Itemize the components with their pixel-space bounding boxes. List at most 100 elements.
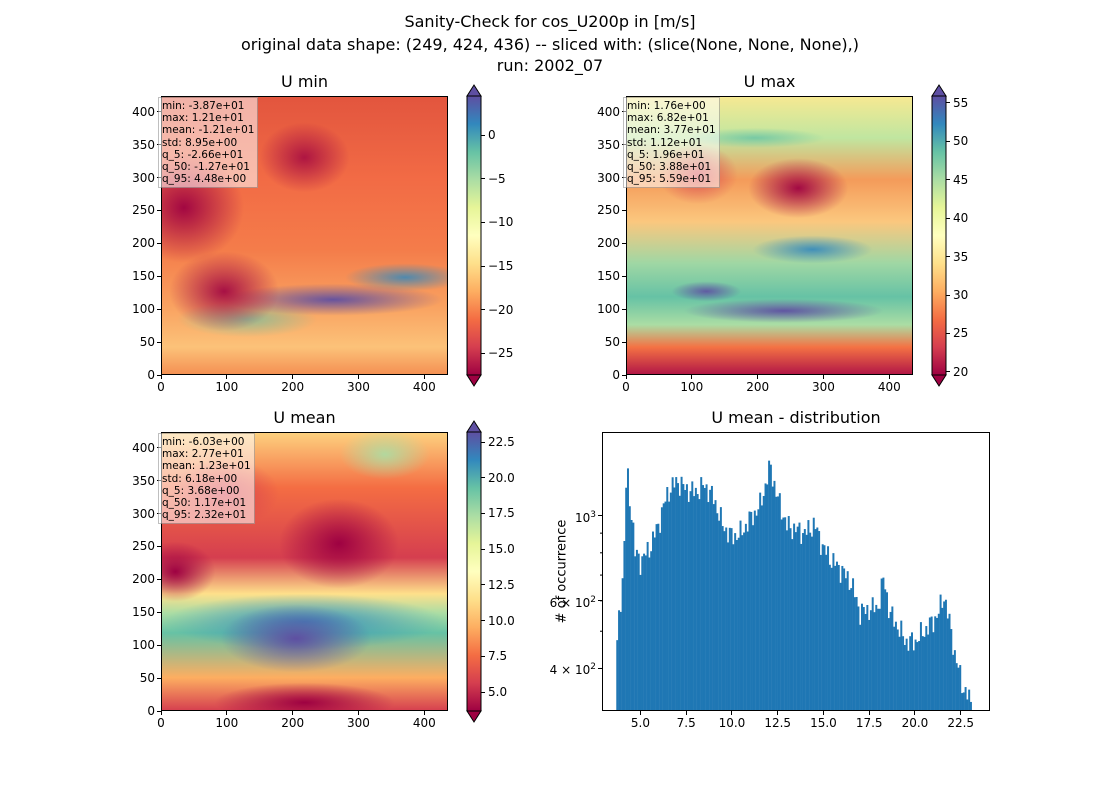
y-tick-mark — [622, 209, 626, 211]
histogram-bar — [839, 582, 842, 711]
x-tick-mark — [625, 375, 627, 379]
colorbar-tick-label: 20.0 — [488, 470, 515, 485]
histogram-bar — [923, 636, 926, 711]
histogram-bar — [691, 481, 694, 711]
y-tick-exponent: 3 — [590, 509, 596, 520]
y-tick-exponent: 2 — [590, 662, 596, 673]
y-tick-label: 50 — [604, 335, 620, 350]
x-tick-mark — [226, 375, 228, 379]
histogram-bar — [846, 571, 849, 711]
histogram-bar — [637, 553, 640, 711]
x-tick-mark — [357, 375, 359, 379]
colorbar-tick-label: 35 — [953, 249, 969, 264]
colorbar-tick-label: 45 — [953, 172, 969, 187]
histogram-bar — [780, 519, 783, 711]
histogram-bar — [755, 515, 758, 711]
histogram-bar — [698, 499, 701, 711]
x-tick-mark — [357, 711, 359, 715]
histogram-bar — [936, 617, 939, 711]
histogram-bar — [678, 495, 681, 711]
histogram-bar — [639, 574, 642, 711]
x-tick-label: 15.0 — [810, 716, 837, 730]
histogram-bar — [669, 492, 672, 711]
histogram-bar — [873, 612, 876, 711]
histogram-bar — [853, 597, 856, 711]
y-tick-mark — [157, 611, 161, 613]
histogram-bar — [728, 527, 731, 711]
histogram-bar — [939, 594, 942, 711]
colorbar-tick-label: 17.5 — [488, 506, 515, 521]
histogram-bar — [823, 545, 826, 711]
histogram-bar — [668, 501, 671, 711]
colorbar-extend-bottom — [466, 710, 482, 723]
histogram-bar — [953, 650, 956, 711]
panel-title: U mean - distribution — [711, 408, 881, 427]
histogram-bar — [802, 533, 805, 711]
x-tick-label: 0 — [157, 716, 165, 730]
stats-line: max: 2.77e+01 — [162, 448, 244, 461]
x-tick-mark — [914, 711, 916, 715]
histogram-bar — [623, 540, 626, 711]
x-tick-label: 100 — [680, 380, 704, 394]
y-tick-mark — [598, 667, 602, 669]
x-tick-mark — [822, 711, 824, 715]
colorbar-tick-mark — [481, 477, 485, 479]
histogram-bar — [864, 613, 867, 711]
histogram-bar — [869, 610, 872, 711]
stats-box: min: -3.87e+01 max: 1.21e+01 mean: -1.21e+… — [158, 97, 259, 189]
histogram-bar — [689, 491, 692, 711]
histogram-bar — [860, 603, 863, 711]
histogram-bar — [618, 610, 621, 711]
histogram-bar — [752, 525, 755, 711]
x-tick-label: 0 — [157, 380, 165, 394]
y-tick-mark — [598, 515, 602, 517]
y-tick-mark — [157, 644, 161, 646]
y-tick-label: 350 — [132, 473, 155, 488]
histogram-bar — [766, 484, 769, 711]
histogram-bar — [769, 464, 772, 711]
histogram-bar — [898, 636, 901, 711]
y-tick-label: 300 — [132, 506, 155, 521]
x-tick-mark — [685, 711, 687, 715]
y-tick-label: 200 — [597, 236, 620, 251]
histogram-bar — [782, 517, 785, 711]
colorbar-tick-label: 12.5 — [488, 577, 515, 592]
histogram-bar — [784, 517, 787, 711]
stats-box: min: 1.76e+00 max: 6.82e+01 mean: 3.77e+01… — [623, 97, 720, 189]
histogram-bar — [659, 532, 662, 711]
histogram-bar — [778, 493, 781, 711]
histogram-bar — [912, 650, 915, 711]
histogram-bar — [807, 520, 810, 711]
histogram-bar — [821, 544, 824, 711]
stats-line: q_50: 3.88e+01 — [627, 161, 712, 174]
colorbar-extend-top — [466, 84, 482, 97]
histogram-bar — [746, 531, 749, 711]
histogram-bar — [730, 528, 733, 711]
histogram-bar — [621, 578, 624, 711]
histogram-bar — [714, 500, 717, 711]
colorbar-tick-label: 40 — [953, 211, 969, 226]
x-tick-mark — [960, 711, 962, 715]
histogram-bar — [866, 604, 869, 711]
y-tick-label: 50 — [139, 671, 155, 686]
stats-line: q_95: 2.32e+01 — [162, 509, 247, 522]
y-tick-mark — [157, 209, 161, 211]
histogram-bar — [896, 629, 899, 711]
colorbar-tick-mark — [481, 309, 485, 311]
histogram-bar — [773, 480, 776, 711]
x-tick-mark — [292, 711, 294, 715]
histogram-bar — [907, 650, 910, 711]
histogram-bar — [893, 626, 896, 711]
histogram-bar — [628, 506, 631, 711]
histogram-bar — [707, 502, 710, 711]
histogram-bar — [952, 654, 955, 711]
histogram-bar — [889, 611, 892, 711]
colorbar-tick-label: 20 — [953, 364, 969, 379]
histogram-bar — [743, 532, 746, 711]
histogram-bar — [652, 531, 654, 711]
histogram-bar — [943, 601, 946, 711]
histogram-bar — [660, 507, 663, 711]
x-tick-mark — [423, 375, 425, 379]
histogram-bar — [710, 485, 713, 711]
y-axis-label: # of occurrence — [554, 519, 570, 623]
